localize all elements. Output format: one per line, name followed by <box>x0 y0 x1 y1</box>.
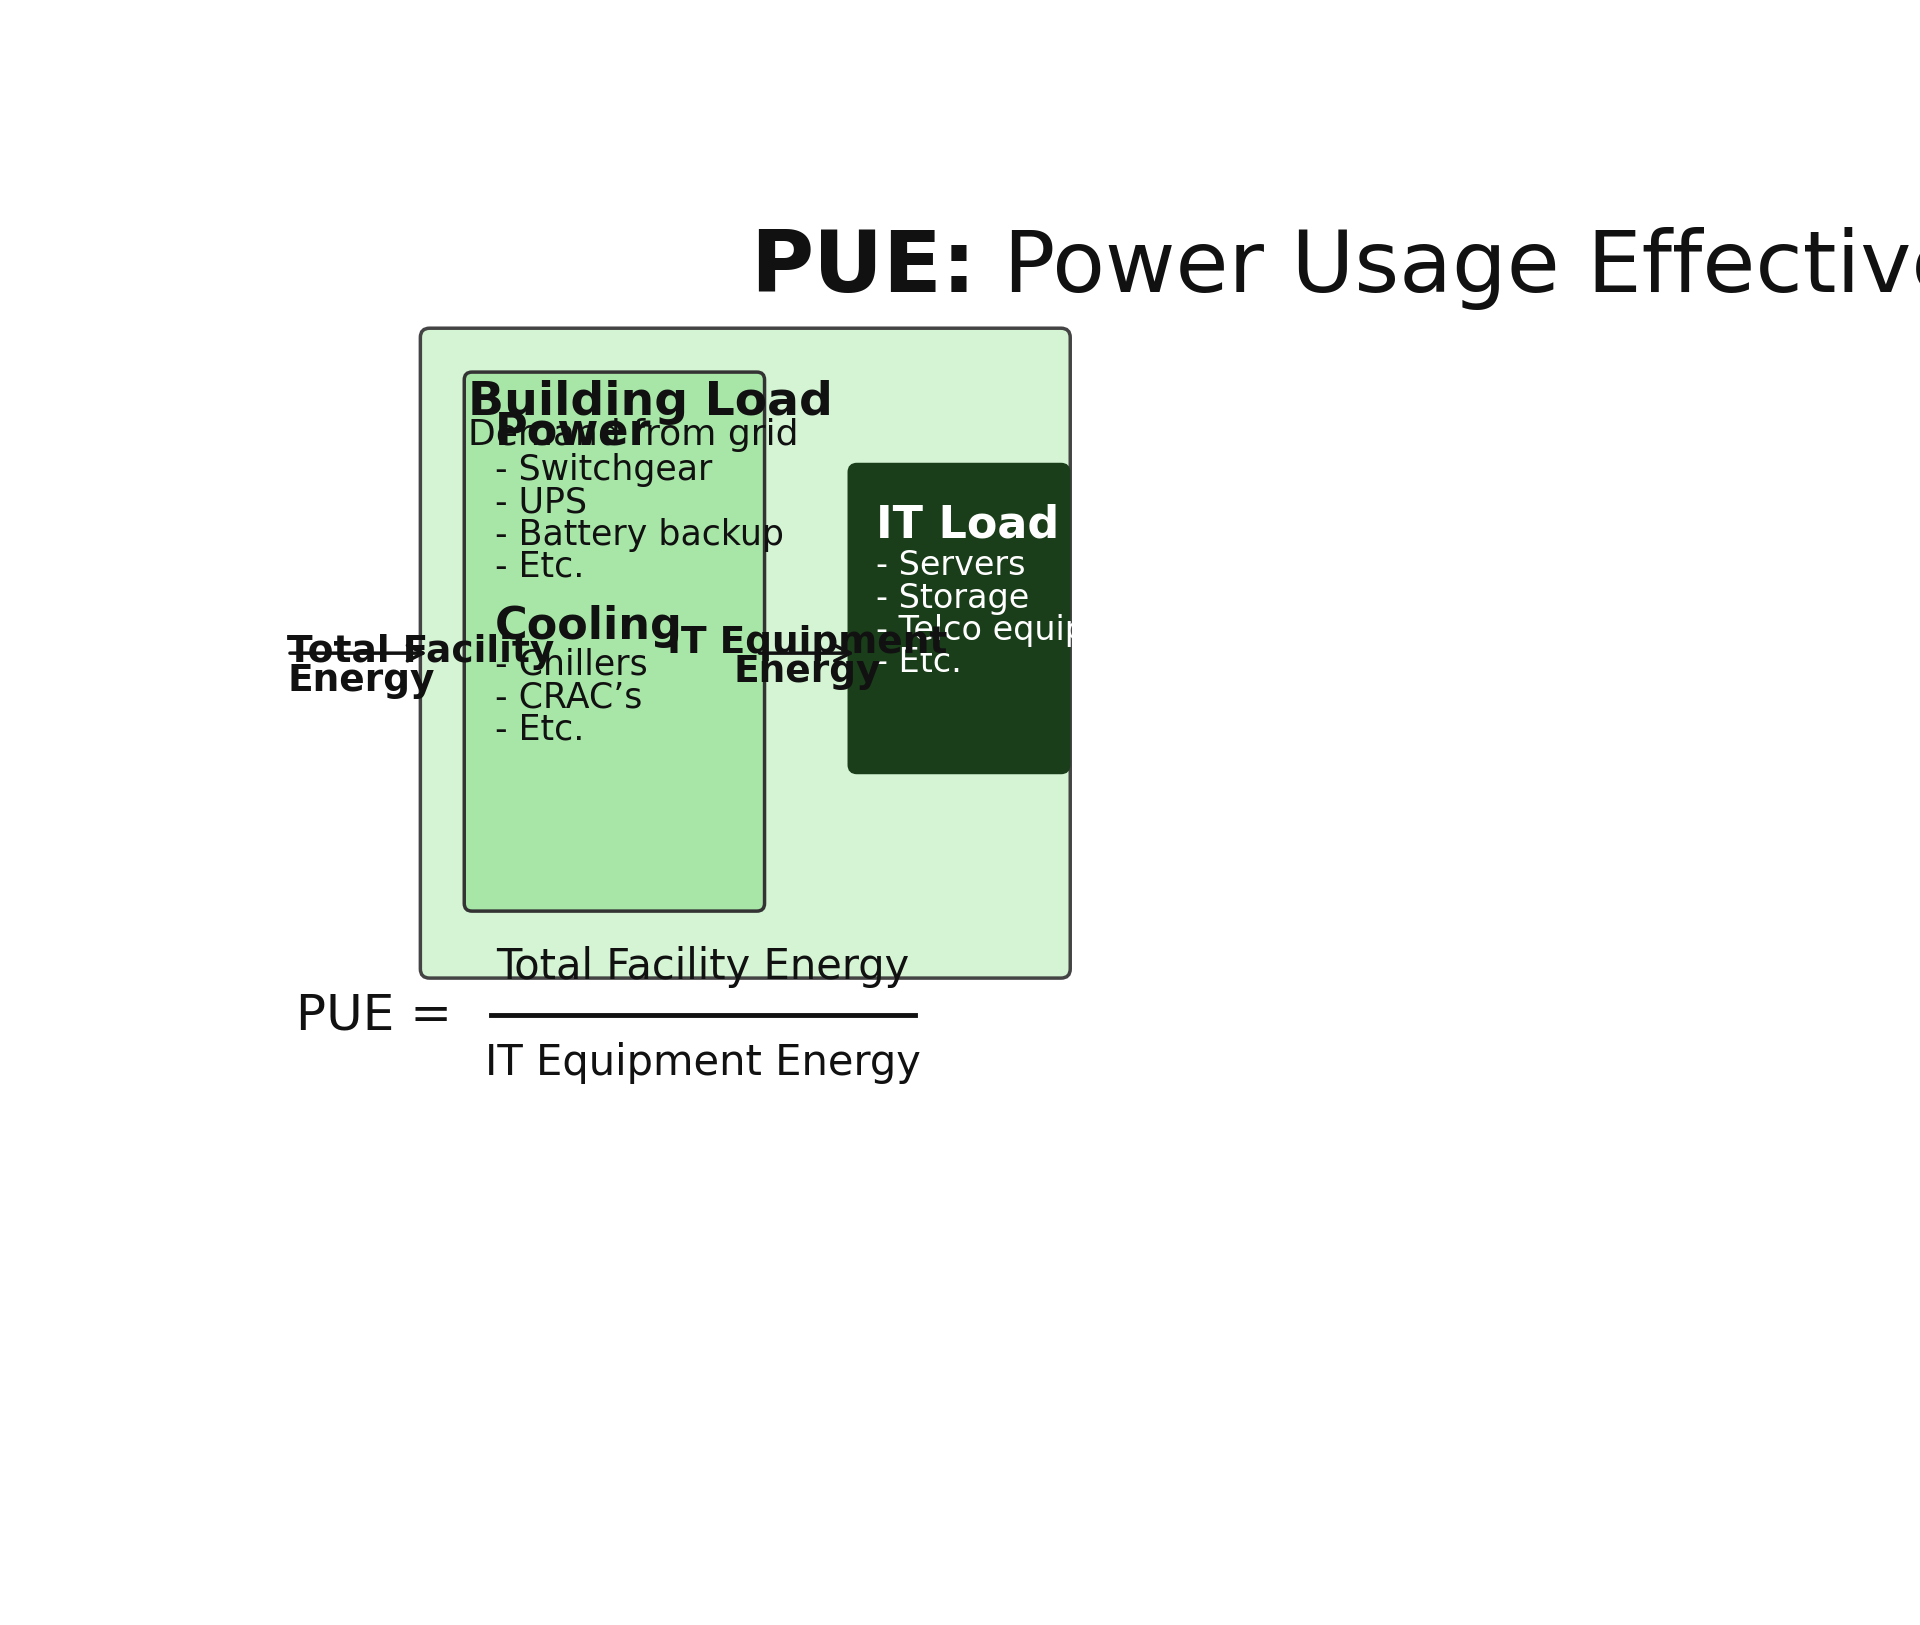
Text: PUE =: PUE = <box>296 991 468 1038</box>
Text: - Etc.: - Etc. <box>876 647 962 679</box>
Text: - Servers: - Servers <box>876 549 1025 582</box>
Text: - Etc.: - Etc. <box>495 712 584 746</box>
Text: PUE:: PUE: <box>751 226 975 310</box>
Text: - Etc.: - Etc. <box>495 549 584 583</box>
Text: Building Load: Building Load <box>468 380 833 424</box>
Text: Power Usage Effectiveness: Power Usage Effectiveness <box>975 226 1920 310</box>
Text: Power: Power <box>495 411 651 453</box>
Text: Cooling: Cooling <box>495 606 684 648</box>
FancyBboxPatch shape <box>849 465 1069 772</box>
Text: - CRAC’s: - CRAC’s <box>495 681 643 713</box>
Text: IT Equipment: IT Equipment <box>666 624 947 661</box>
FancyBboxPatch shape <box>465 372 764 912</box>
Text: - Telco equipment: - Telco equipment <box>876 614 1173 647</box>
Text: Energy: Energy <box>288 663 434 699</box>
Text: IT Equipment Energy: IT Equipment Energy <box>486 1042 922 1084</box>
Text: - Chillers: - Chillers <box>495 648 647 682</box>
Text: Total Facility Energy: Total Facility Energy <box>497 946 910 988</box>
Text: - Switchgear: - Switchgear <box>495 453 712 488</box>
Text: IT Load: IT Load <box>876 504 1060 546</box>
Text: - UPS: - UPS <box>495 486 588 520</box>
Text: - Battery backup: - Battery backup <box>495 518 783 551</box>
Text: Energy: Energy <box>733 653 881 691</box>
FancyBboxPatch shape <box>420 328 1069 978</box>
Text: Demand from grid: Demand from grid <box>468 418 799 452</box>
Text: Total Facility: Total Facility <box>288 634 555 670</box>
Text: - Storage: - Storage <box>876 582 1029 614</box>
